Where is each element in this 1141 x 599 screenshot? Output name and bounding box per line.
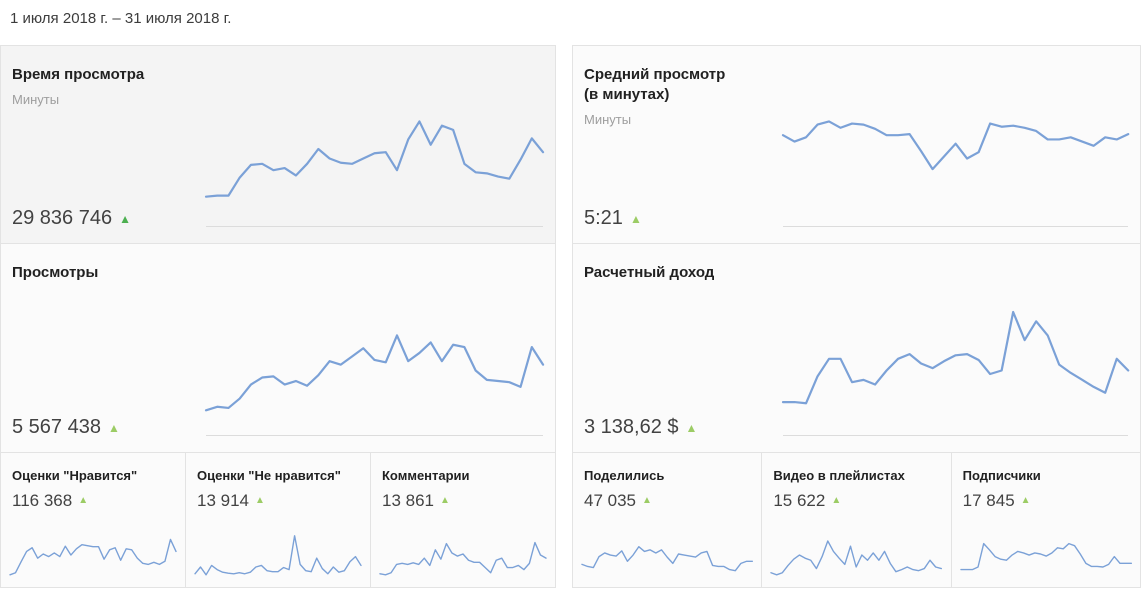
chart-baseline (205, 226, 543, 227)
card-likes[interactable]: Оценки "Нравится" 116 368 ▲ (0, 452, 186, 588)
likes-value: 116 368 (12, 491, 73, 510)
trend-up-icon: ▲ (629, 211, 642, 226)
column-gap (556, 452, 572, 588)
card-title: Поделились (584, 468, 665, 483)
metrics-row-3: Оценки "Нравится" 116 368 ▲ Оценки "Не н… (0, 452, 1141, 588)
views-sparkline (206, 312, 543, 429)
metrics-row-1: Время просмотра Минуты 29 836 746 ▲ Сред… (0, 45, 1141, 244)
metric-value-row: 5 567 438 ▲ (12, 416, 120, 439)
card-subscribers[interactable]: Подписчики 17 845 ▲ (950, 452, 1141, 588)
comments-sparkline (380, 528, 546, 580)
metric-value-row: 3 138,62 $ ▲ (584, 416, 697, 439)
card-title: Подписчики (962, 468, 1041, 483)
trend-up-icon: ▲ (642, 495, 652, 506)
card-comments[interactable]: Комментарии 13 861 ▲ (370, 452, 556, 588)
date-range-label: 1 июля 2018 г. – 31 июля 2018 г. (10, 10, 232, 27)
card-title: Комментарии (382, 468, 470, 483)
card-subtitle: Минуты (12, 92, 60, 107)
videos-in-playlists-value: 15 622 (773, 491, 826, 510)
chart-baseline (205, 435, 543, 436)
dislikes-value: 13 914 (197, 491, 249, 510)
card-views[interactable]: Просмотры 5 567 438 ▲ (0, 243, 556, 453)
metric-value-row: 5:21 ▲ (584, 207, 642, 230)
card-average-view-duration[interactable]: Средний просмотр (в минутах) Минуты 5:21… (572, 45, 1141, 244)
estimated-revenue-value: 3 138,62 $ (584, 416, 679, 438)
shares-value: 47 035 (584, 491, 636, 510)
metric-value-row: 15 622 ▲ (762, 483, 950, 511)
card-subtitle (573, 283, 1140, 290)
trend-up-icon: ▲ (685, 420, 698, 435)
card-title: Видео в плейлистах (773, 468, 905, 483)
watch-time-sparkline (206, 114, 543, 220)
card-watch-time[interactable]: Время просмотра Минуты 29 836 746 ▲ (0, 45, 556, 244)
metric-value-row: 17 845 ▲ (952, 483, 1140, 511)
dislikes-sparkline (195, 528, 361, 580)
trend-up-icon: ▲ (119, 211, 131, 226)
card-title: Просмотры (12, 264, 99, 281)
metric-value-row: 29 836 746 ▲ (12, 207, 131, 230)
card-title: Расчетный доход (584, 264, 715, 281)
views-chart (206, 312, 543, 436)
card-title: Средний просмотр (584, 66, 726, 83)
small-cards-right-group: Поделились 47 035 ▲ Видео в плейлистах 1… (572, 452, 1141, 588)
likes-sparkline (10, 528, 176, 580)
metric-value-row: 13 914 ▲ (186, 483, 370, 511)
trend-up-icon: ▲ (440, 495, 450, 506)
average-view-duration-sparkline (783, 114, 1128, 220)
trend-up-icon: ▲ (1020, 495, 1031, 506)
card-title-line2: (в минутах) (584, 86, 670, 103)
trend-up-icon: ▲ (107, 420, 120, 435)
metric-value-row: 47 035 ▲ (573, 483, 761, 511)
chart-baseline (782, 226, 1128, 227)
card-title: Оценки "Нравится" (12, 468, 138, 483)
watch-time-chart (206, 114, 543, 227)
card-videos-in-playlists[interactable]: Видео в плейлистах 15 622 ▲ (761, 452, 952, 588)
card-title: Оценки "Не нравится" (197, 468, 341, 483)
subscribers-sparkline (961, 528, 1131, 580)
card-title: Время просмотра (12, 66, 145, 83)
metric-value-row: 116 368 ▲ (1, 483, 185, 511)
card-subtitle (1, 283, 555, 290)
shares-sparkline (582, 528, 752, 580)
card-shares[interactable]: Поделились 47 035 ▲ (572, 452, 763, 588)
average-view-duration-value: 5:21 (584, 207, 623, 229)
chart-baseline (782, 435, 1128, 436)
small-cards-left-group: Оценки "Нравится" 116 368 ▲ Оценки "Не н… (0, 452, 556, 588)
card-dislikes[interactable]: Оценки "Не нравится" 13 914 ▲ (185, 452, 371, 588)
estimated-revenue-chart (783, 312, 1128, 436)
subscribers-value: 17 845 (962, 491, 1015, 510)
watch-time-value: 29 836 746 (12, 207, 113, 229)
comments-value: 13 861 (382, 491, 434, 510)
trend-up-icon: ▲ (831, 495, 842, 506)
views-value: 5 567 438 (12, 416, 101, 438)
videos-in-playlists-sparkline (771, 528, 941, 580)
metrics-row-2: Просмотры 5 567 438 ▲ Расчетный доход 3 … (0, 243, 1141, 453)
column-gap (556, 45, 572, 244)
metric-value-row: 13 861 ▲ (371, 483, 555, 511)
average-view-duration-chart (783, 114, 1128, 227)
card-estimated-revenue[interactable]: Расчетный доход 3 138,62 $ ▲ (572, 243, 1141, 453)
trend-up-icon: ▲ (78, 495, 89, 506)
estimated-revenue-sparkline (783, 312, 1128, 429)
trend-up-icon: ▲ (255, 495, 265, 506)
card-subtitle: Минуты (584, 112, 632, 127)
column-gap (556, 243, 572, 453)
